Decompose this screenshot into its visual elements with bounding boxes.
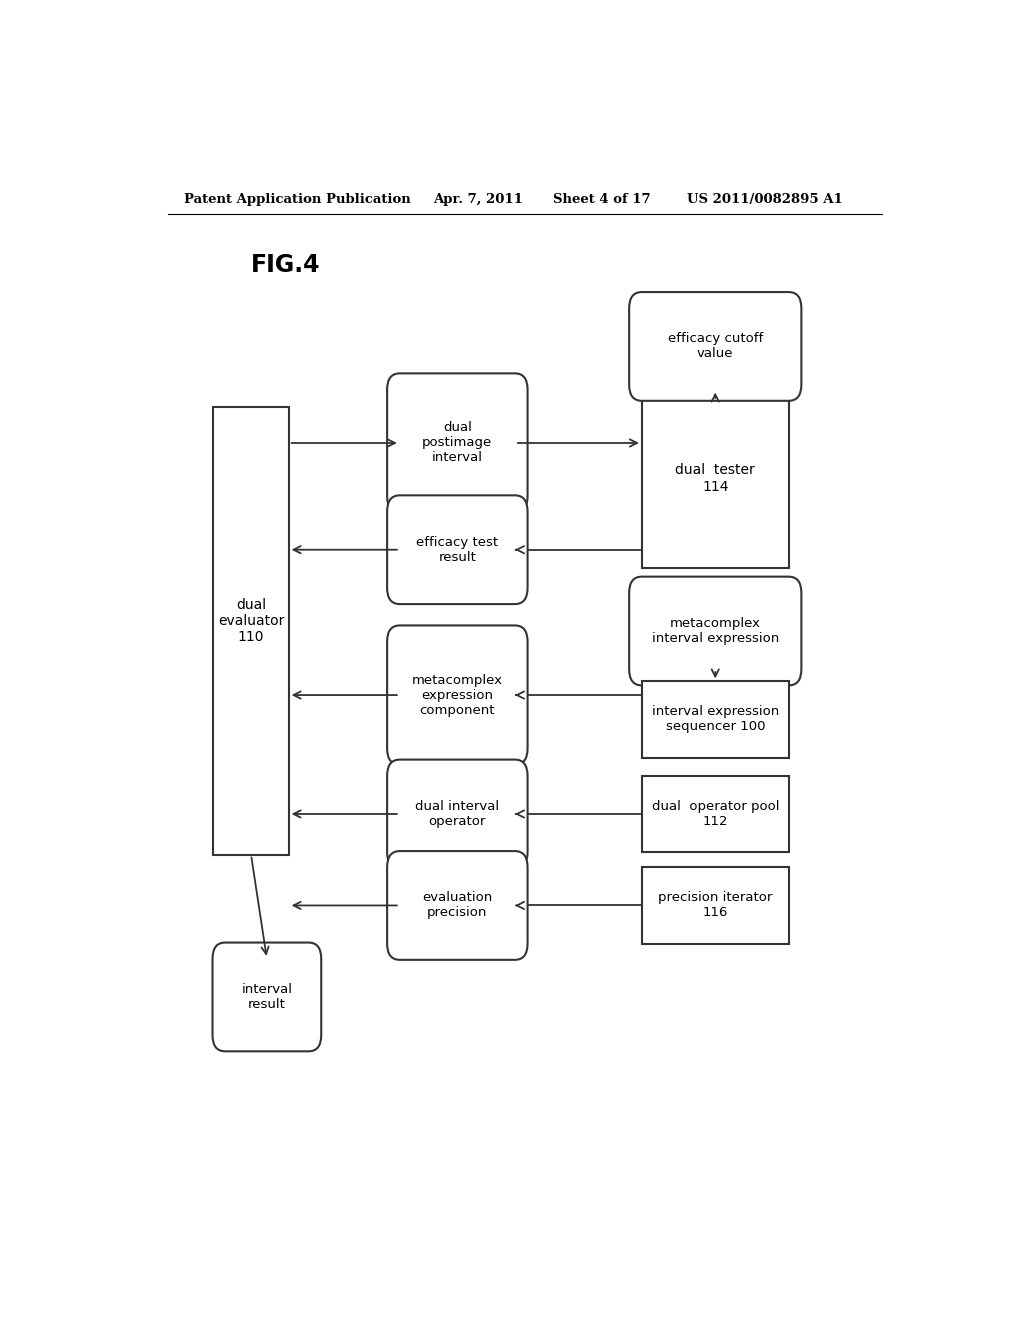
FancyBboxPatch shape <box>629 292 802 401</box>
FancyBboxPatch shape <box>387 495 527 605</box>
FancyBboxPatch shape <box>387 626 527 764</box>
Text: dual interval
operator: dual interval operator <box>416 800 500 828</box>
Bar <box>642 389 788 568</box>
FancyBboxPatch shape <box>387 759 527 869</box>
FancyBboxPatch shape <box>213 942 322 1051</box>
Text: efficacy test
result: efficacy test result <box>417 536 499 564</box>
Text: dual
postimage
interval: dual postimage interval <box>422 421 493 465</box>
Text: dual  operator pool
112: dual operator pool 112 <box>651 800 779 828</box>
FancyBboxPatch shape <box>629 577 802 685</box>
Text: evaluation
precision: evaluation precision <box>422 891 493 920</box>
Bar <box>213 408 289 854</box>
Text: US 2011/0082895 A1: US 2011/0082895 A1 <box>687 193 843 206</box>
Text: interval expression
sequencer 100: interval expression sequencer 100 <box>651 705 779 734</box>
Text: metacomplex
expression
component: metacomplex expression component <box>412 673 503 717</box>
Text: interval
result: interval result <box>242 983 293 1011</box>
Text: FIG.4: FIG.4 <box>251 253 321 277</box>
FancyBboxPatch shape <box>387 374 527 512</box>
Bar <box>642 776 788 853</box>
Text: dual  tester
114: dual tester 114 <box>676 463 755 494</box>
Text: Sheet 4 of 17: Sheet 4 of 17 <box>553 193 650 206</box>
Bar <box>642 867 788 944</box>
Bar <box>642 681 788 758</box>
Text: precision iterator
116: precision iterator 116 <box>658 891 772 920</box>
Text: Patent Application Publication: Patent Application Publication <box>183 193 411 206</box>
Text: metacomplex
interval expression: metacomplex interval expression <box>651 616 779 645</box>
Text: dual
evaluator
110: dual evaluator 110 <box>218 598 285 644</box>
Text: efficacy cutoff
value: efficacy cutoff value <box>668 333 763 360</box>
FancyBboxPatch shape <box>387 851 527 960</box>
Text: Apr. 7, 2011: Apr. 7, 2011 <box>433 193 523 206</box>
